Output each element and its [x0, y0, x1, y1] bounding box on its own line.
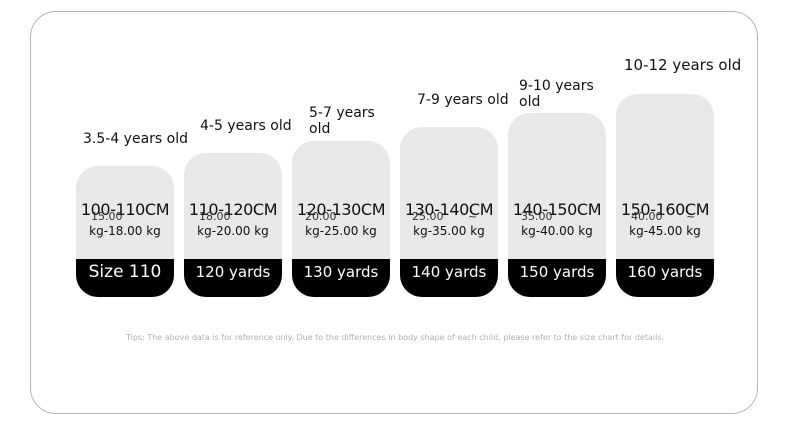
weight-range: kg-18.00 kg — [89, 224, 161, 238]
size-card: 130-140CM 25.00 ~ kg-35.00 kg 140 yards — [400, 127, 498, 297]
age-label: 7-9 years old — [417, 92, 509, 108]
weight-dash: ~ — [686, 210, 696, 223]
weight-min: 40.00 — [631, 210, 663, 223]
height-range: 120-130CM — [296, 200, 386, 219]
weight-range: kg-45.00 kg — [629, 224, 701, 238]
size-card: 140-150CM 35.00 kg-40.00 kg 150 yards — [508, 113, 606, 297]
height-range: 130-140CM — [404, 200, 494, 219]
weight-dash: ~ — [468, 210, 478, 223]
weight-min: 15.00 — [91, 210, 123, 223]
weight-range: kg-25.00 kg — [305, 224, 377, 238]
age-label: 9-10 years old — [519, 78, 594, 110]
age-label: 10-12 years old — [624, 56, 742, 74]
size-label-text: 140 yards — [411, 263, 487, 281]
height-range: 150-160CM — [620, 200, 710, 219]
size-card: 110-120CM 18.00 kg-20.00 kg 120 yards — [184, 153, 282, 297]
size-label: 130 yards — [292, 259, 390, 297]
weight-range: kg-20.00 kg — [197, 224, 269, 238]
height-range: 100-110CM — [80, 200, 170, 219]
weight-min: 18.00 — [199, 210, 231, 223]
age-label: 4-5 years old — [200, 118, 292, 134]
height-range: 140-150CM — [512, 200, 602, 219]
age-label: 3.5-4 years old — [83, 131, 188, 147]
size-label-text: 150 yards — [519, 263, 595, 281]
weight-min: 20.00 — [305, 210, 337, 223]
weight-min: 35.00 — [521, 210, 553, 223]
size-label: 160 yards — [616, 259, 714, 297]
size-label-text: 120 yards — [195, 263, 271, 281]
size-label: 140 yards — [400, 259, 498, 297]
size-label-text: Size 110 — [88, 262, 162, 282]
age-label: 5-7 years old — [309, 105, 375, 137]
size-label-text: 130 yards — [303, 263, 379, 281]
height-range: 110-120CM — [188, 200, 278, 219]
size-label-text: 160 yards — [627, 263, 703, 281]
weight-min: 25.00 — [412, 210, 444, 223]
tips-note: Tips: The above data is for reference on… — [125, 333, 665, 342]
weight-range: kg-35.00 kg — [413, 224, 485, 238]
weight-range: kg-40.00 kg — [521, 224, 593, 238]
size-card: 100-110CM 15.00 kg-18.00 kg Size 110 — [76, 166, 174, 297]
size-label: 150 yards — [508, 259, 606, 297]
size-card: 120-130CM 20.00 kg-25.00 kg 130 yards — [292, 141, 390, 297]
size-card: 150-160CM 40.00 ~ kg-45.00 kg 160 yards — [616, 94, 714, 297]
size-label: Size 110 — [76, 259, 174, 297]
size-label: 120 yards — [184, 259, 282, 297]
